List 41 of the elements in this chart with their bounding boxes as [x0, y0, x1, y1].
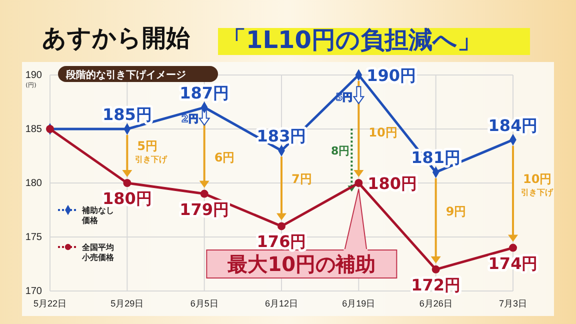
annotation: 最大10円の補助 [226, 252, 376, 276]
y-tick-label: 175 [25, 232, 42, 244]
chart-title: あすから開始 [42, 24, 190, 52]
x-tick-label: 6月5日 [190, 298, 218, 308]
data-label: 176円 [256, 232, 306, 252]
data-label: 172円 [411, 275, 461, 294]
legend-label: 全国平均小売価格 [81, 243, 115, 262]
x-tick-label: 7月3日 [498, 298, 528, 308]
x-tick-label: 5月29日 [110, 298, 144, 308]
annotation: 9円 [446, 204, 466, 218]
point [432, 265, 440, 274]
y-tick-label: 170 [25, 286, 42, 298]
data-label: 190円 [366, 66, 416, 85]
data-label: 174円 [488, 254, 538, 273]
x-tick-label: 6月19日 [342, 298, 376, 308]
annotation: 6円 [214, 150, 235, 164]
data-label: 179円 [180, 200, 230, 219]
annotation: 段階的な引き下げイメージ [65, 69, 186, 81]
point [278, 222, 286, 230]
data-label: 184円 [488, 116, 538, 135]
x-tick-label: 5月22日 [33, 298, 67, 308]
data-label: 187円 [180, 83, 230, 102]
point [354, 179, 363, 187]
point [509, 244, 517, 252]
annotation: 8円 [331, 144, 350, 158]
chart-subtitle: 「1L10円の負担減へ」 [222, 26, 482, 54]
legend-label: 補助なし価格 [81, 206, 114, 225]
annotation: 7円 [292, 172, 312, 186]
y-tick-label: 180 [25, 178, 42, 190]
y-tick-label: 185 [25, 124, 42, 136]
y-tick-label: 190 [25, 70, 42, 82]
label-badge: 段階的な引き下げイメージ [58, 66, 218, 82]
data-label: 185円 [102, 105, 152, 124]
point [200, 190, 208, 198]
data-label: 180円 [102, 189, 152, 208]
x-tick-label: 6月12日 [264, 298, 298, 308]
annotation: 2円 [181, 114, 198, 126]
data-label: 180円 [368, 174, 418, 193]
annotation: 10円 [368, 126, 398, 140]
point [123, 179, 132, 187]
x-tick-label: 6月26日 [419, 298, 452, 308]
